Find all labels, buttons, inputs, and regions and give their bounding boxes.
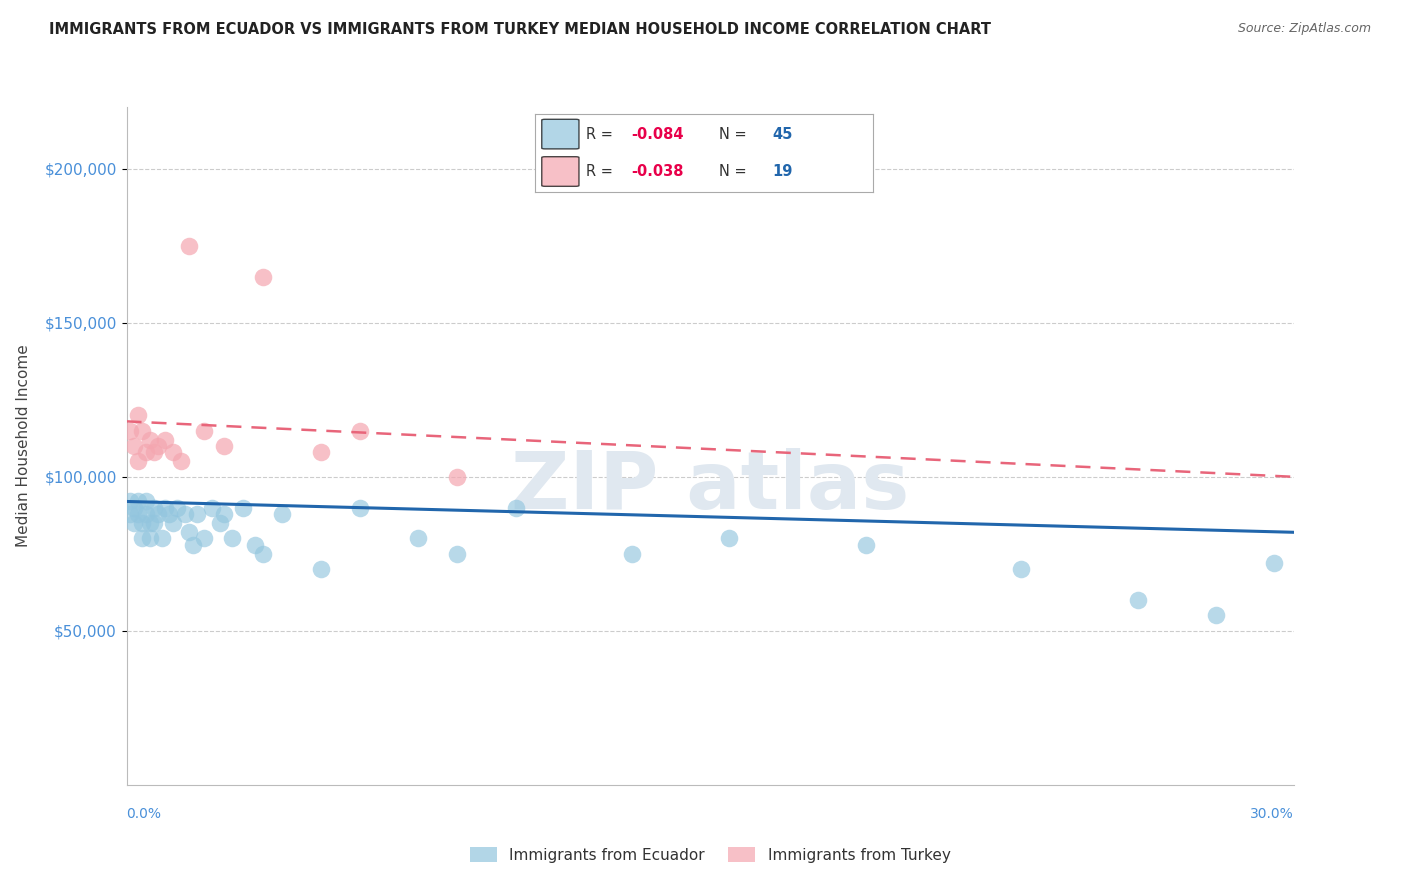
Point bbox=[1263, 556, 1285, 570]
Point bbox=[150, 532, 173, 546]
Point bbox=[309, 445, 332, 459]
Point bbox=[408, 532, 430, 546]
Point bbox=[177, 238, 200, 252]
Legend: Immigrants from Ecuador, Immigrants from Turkey: Immigrants from Ecuador, Immigrants from… bbox=[464, 840, 956, 869]
Point bbox=[170, 454, 193, 468]
Point bbox=[505, 500, 527, 515]
Point bbox=[135, 494, 157, 508]
Point bbox=[127, 494, 149, 508]
Text: 0.0%: 0.0% bbox=[127, 807, 162, 822]
Point bbox=[120, 494, 142, 508]
Point bbox=[446, 547, 468, 561]
Point bbox=[193, 532, 215, 546]
Point bbox=[157, 507, 180, 521]
Point bbox=[131, 424, 153, 438]
Point bbox=[146, 439, 169, 453]
Point bbox=[135, 445, 157, 459]
Text: Source: ZipAtlas.com: Source: ZipAtlas.com bbox=[1237, 22, 1371, 36]
Point bbox=[1205, 608, 1227, 623]
Point bbox=[155, 500, 177, 515]
Point bbox=[1126, 593, 1149, 607]
Point bbox=[127, 507, 149, 521]
Point bbox=[139, 516, 162, 530]
Point bbox=[131, 516, 153, 530]
Point bbox=[212, 439, 235, 453]
Point bbox=[446, 470, 468, 484]
Point bbox=[221, 532, 243, 546]
Point bbox=[193, 424, 215, 438]
Point bbox=[174, 507, 197, 521]
Point bbox=[252, 269, 274, 284]
Point bbox=[621, 547, 644, 561]
Point bbox=[166, 500, 188, 515]
Point bbox=[232, 500, 254, 515]
Point bbox=[718, 532, 741, 546]
Point bbox=[271, 507, 294, 521]
Text: ZIP atlas: ZIP atlas bbox=[510, 448, 910, 525]
Point bbox=[349, 424, 371, 438]
Point bbox=[201, 500, 224, 515]
Point bbox=[135, 507, 157, 521]
Point bbox=[127, 408, 149, 422]
Point bbox=[131, 532, 153, 546]
Point bbox=[162, 516, 184, 530]
Point bbox=[139, 433, 162, 447]
Point bbox=[124, 516, 146, 530]
Point bbox=[142, 445, 165, 459]
Point bbox=[127, 454, 149, 468]
Text: 30.0%: 30.0% bbox=[1250, 807, 1294, 822]
Point bbox=[349, 500, 371, 515]
Point bbox=[186, 507, 208, 521]
Point bbox=[124, 439, 146, 453]
Text: IMMIGRANTS FROM ECUADOR VS IMMIGRANTS FROM TURKEY MEDIAN HOUSEHOLD INCOME CORREL: IMMIGRANTS FROM ECUADOR VS IMMIGRANTS FR… bbox=[49, 22, 991, 37]
Point bbox=[124, 500, 146, 515]
Point bbox=[142, 516, 165, 530]
Point bbox=[309, 562, 332, 576]
Point bbox=[139, 532, 162, 546]
Point bbox=[252, 547, 274, 561]
Point bbox=[855, 538, 877, 552]
Point bbox=[120, 424, 142, 438]
Point bbox=[212, 507, 235, 521]
Y-axis label: Median Household Income: Median Household Income bbox=[15, 344, 31, 548]
Point bbox=[120, 507, 142, 521]
Point bbox=[243, 538, 266, 552]
Point bbox=[146, 507, 169, 521]
Point bbox=[155, 433, 177, 447]
Point bbox=[162, 445, 184, 459]
Point bbox=[1010, 562, 1032, 576]
Point bbox=[142, 500, 165, 515]
Point bbox=[177, 525, 200, 540]
Point bbox=[208, 516, 231, 530]
Point bbox=[181, 538, 204, 552]
